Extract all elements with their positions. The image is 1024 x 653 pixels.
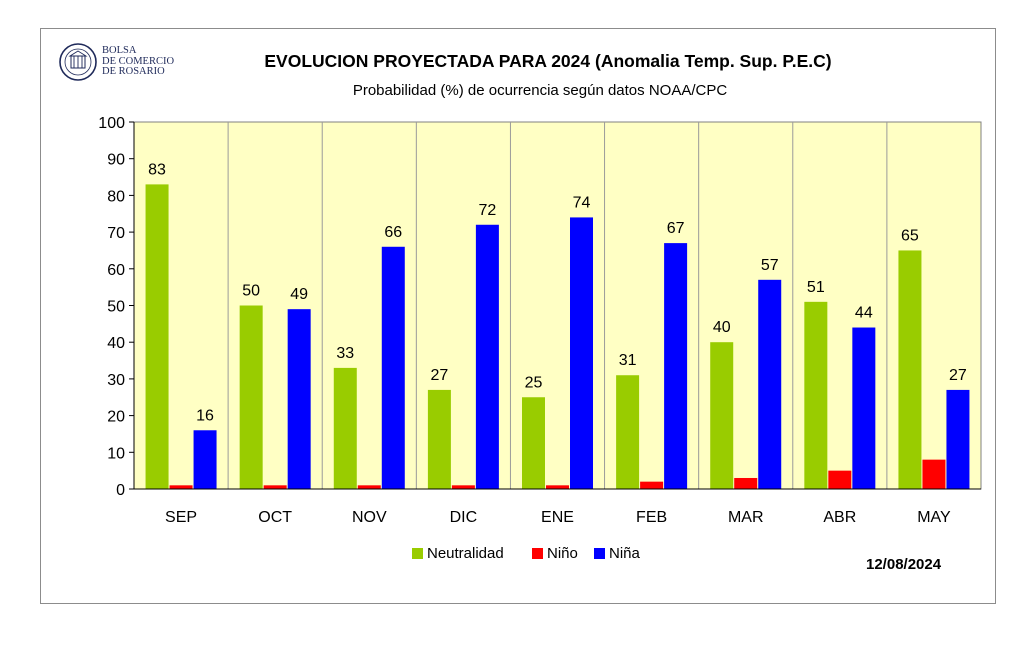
data-label-neutralidad: 25 [525, 374, 543, 391]
bar-nina [852, 327, 876, 489]
data-label-nina: 27 [949, 367, 967, 384]
report-date: 12/08/2024 [866, 556, 942, 573]
bar-nina [664, 243, 688, 489]
seal-icon [59, 43, 97, 81]
data-label-neutralidad: 83 [148, 161, 166, 178]
chart-title: EVOLUCION PROYECTADA PARA 2024 (Anomalia… [264, 51, 832, 71]
data-label-nina: 44 [855, 305, 873, 322]
bar-neutralidad [239, 305, 263, 489]
data-label-neutralidad: 51 [807, 279, 825, 296]
legend-label-nina: Niña [609, 545, 640, 562]
bar-nino [263, 485, 287, 489]
y-tick-label: 10 [107, 445, 125, 462]
y-tick-label: 60 [107, 262, 125, 279]
data-label-neutralidad: 65 [901, 227, 919, 244]
x-tick-label: DIC [450, 509, 478, 526]
bcr-logo: BOLSA DE COMERCIO DE ROSARIO [58, 42, 188, 84]
x-tick-label: ENE [541, 509, 574, 526]
bar-nina [946, 389, 970, 489]
legend-label-neutralidad: Neutralidad [427, 545, 504, 562]
x-tick-label: NOV [352, 509, 387, 526]
y-tick-label: 90 [107, 152, 125, 169]
bar-neutralidad [333, 367, 357, 489]
bar-nina [381, 246, 405, 489]
y-tick-label: 0 [116, 482, 125, 499]
legend-item-neutralidad: Neutralidad [412, 545, 504, 562]
x-tick-label: ABR [823, 509, 856, 526]
bar-nino [922, 459, 946, 489]
legend-label-nino: Niño [547, 545, 578, 562]
bar-nino [451, 485, 475, 489]
bar-nino [734, 477, 758, 489]
y-tick-label: 40 [107, 335, 125, 352]
data-label-nina: 67 [667, 220, 685, 237]
legend-swatch-nina [594, 548, 605, 559]
bar-nino [828, 470, 852, 489]
data-label-nina: 49 [290, 286, 308, 303]
x-tick-label: FEB [636, 509, 667, 526]
y-tick-label: 20 [107, 409, 125, 426]
bar-nina [475, 224, 499, 489]
legend-swatch-nino [532, 548, 543, 559]
x-tick-label: MAY [917, 509, 951, 526]
bar-nino [546, 485, 569, 489]
logo-name: BOLSA DE COMERCIO DE ROSARIO [102, 45, 175, 77]
legend-item-nina: Niña [594, 545, 640, 562]
bar-neutralidad [616, 375, 640, 489]
x-tick-label: MAR [728, 509, 764, 526]
bar-neutralidad [522, 397, 545, 489]
bar-neutralidad [898, 250, 922, 489]
x-tick-label: SEP [165, 509, 197, 526]
data-label-neutralidad: 27 [430, 367, 448, 384]
data-label-neutralidad: 50 [242, 283, 260, 300]
legend-item-nino: Niño [532, 545, 578, 562]
legend-swatch-neutralidad [412, 548, 423, 559]
data-label-nina: 66 [384, 224, 402, 241]
bar-nina [758, 279, 782, 489]
bar-nina [193, 430, 217, 489]
bar-neutralidad [145, 184, 169, 489]
bar-nino [640, 481, 664, 489]
bar-nina [287, 309, 311, 489]
data-label-neutralidad: 40 [713, 319, 731, 336]
bar-nino [357, 485, 381, 489]
data-label-nina: 57 [761, 257, 779, 274]
bar-neutralidad [427, 389, 451, 489]
bar-nino [169, 485, 193, 489]
bar-nina [570, 217, 593, 490]
y-tick-label: 50 [107, 299, 125, 316]
bar-neutralidad [710, 342, 734, 489]
data-label-nina: 16 [196, 407, 214, 424]
x-tick-label: OCT [258, 509, 292, 526]
y-tick-label: 70 [107, 225, 125, 242]
y-tick-label: 100 [98, 115, 125, 132]
chart-subtitle: Probabilidad (%) de ocurrencia según dat… [352, 82, 728, 99]
data-label-nina: 74 [573, 194, 591, 211]
data-label-nina: 72 [478, 202, 496, 219]
data-label-neutralidad: 33 [336, 345, 354, 362]
y-tick-label: 80 [107, 188, 125, 205]
bar-neutralidad [804, 301, 828, 489]
y-tick-label: 30 [107, 372, 125, 389]
data-label-neutralidad: 31 [619, 352, 637, 369]
plot-area [133, 121, 982, 490]
